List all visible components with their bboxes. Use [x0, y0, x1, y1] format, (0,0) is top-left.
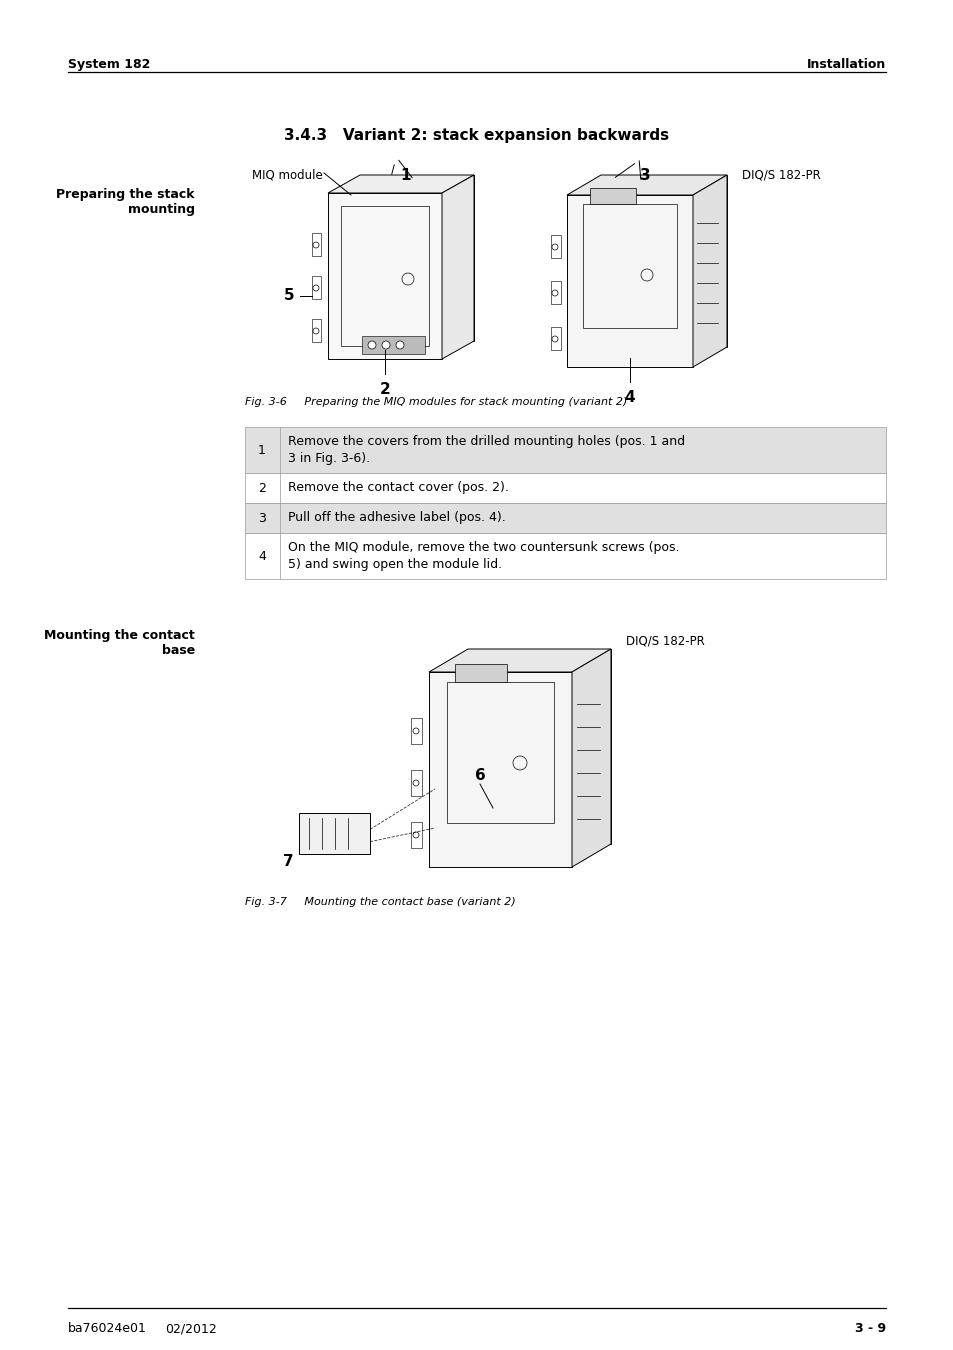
Polygon shape: [572, 649, 610, 867]
Polygon shape: [359, 176, 474, 342]
Text: Installation: Installation: [806, 58, 885, 72]
Text: ba76024e01: ba76024e01: [68, 1322, 147, 1335]
Text: Mounting the contact: Mounting the contact: [44, 629, 194, 643]
Bar: [312, 234, 320, 256]
Polygon shape: [600, 176, 726, 347]
Text: System 182: System 182: [68, 58, 151, 72]
Text: MIQ module: MIQ module: [252, 167, 323, 181]
Text: 5: 5: [283, 289, 294, 304]
Text: Fig. 3-6     Preparing the MIQ modules for stack mounting (variant 2): Fig. 3-6 Preparing the MIQ modules for s…: [245, 397, 627, 406]
Text: 3: 3: [258, 512, 266, 525]
Text: 3 - 9: 3 - 9: [854, 1322, 885, 1335]
Circle shape: [368, 342, 375, 350]
Text: base: base: [162, 644, 194, 657]
Bar: [312, 275, 320, 298]
Text: 6: 6: [475, 768, 485, 783]
Polygon shape: [429, 672, 572, 867]
Bar: [312, 319, 320, 342]
Text: 4: 4: [624, 390, 635, 405]
Text: DIQ/S 182-PR: DIQ/S 182-PR: [741, 167, 820, 181]
Text: 3.4.3   Variant 2: stack expansion backwards: 3.4.3 Variant 2: stack expansion backwar…: [284, 128, 669, 143]
Bar: [551, 281, 560, 304]
Polygon shape: [429, 649, 610, 672]
Text: mounting: mounting: [128, 202, 194, 216]
Bar: [298, 813, 370, 855]
Text: 1: 1: [399, 167, 410, 184]
Text: 2: 2: [258, 482, 266, 494]
Bar: [340, 207, 429, 346]
Bar: [411, 822, 421, 848]
Bar: [551, 327, 560, 350]
Bar: [589, 188, 636, 204]
Text: On the MIQ module, remove the two countersunk screws (pos.
5) and swing open the: On the MIQ module, remove the two counte…: [288, 541, 679, 571]
Bar: [582, 204, 677, 328]
Polygon shape: [566, 194, 692, 367]
Text: 2: 2: [379, 382, 390, 397]
Bar: [245, 504, 885, 533]
Bar: [455, 664, 506, 682]
Polygon shape: [692, 176, 726, 367]
Text: 3: 3: [639, 167, 650, 184]
Text: Pull off the adhesive label (pos. 4).: Pull off the adhesive label (pos. 4).: [288, 512, 505, 525]
Text: 02/2012: 02/2012: [165, 1322, 216, 1335]
Bar: [361, 336, 424, 354]
Text: 1: 1: [258, 444, 266, 456]
Bar: [411, 769, 421, 796]
Text: Remove the contact cover (pos. 2).: Remove the contact cover (pos. 2).: [288, 482, 508, 494]
Text: 7: 7: [283, 855, 294, 869]
Bar: [447, 682, 554, 824]
Circle shape: [395, 342, 403, 350]
Bar: [411, 718, 421, 744]
Text: 4: 4: [258, 549, 266, 563]
Polygon shape: [328, 193, 441, 359]
Bar: [551, 235, 560, 258]
Polygon shape: [468, 649, 610, 844]
Polygon shape: [566, 176, 726, 194]
Polygon shape: [441, 176, 474, 359]
Polygon shape: [328, 176, 474, 193]
Circle shape: [381, 342, 390, 350]
Bar: [245, 427, 885, 472]
Bar: [245, 533, 885, 579]
Bar: [245, 472, 885, 504]
Text: Remove the covers from the drilled mounting holes (pos. 1 and
3 in Fig. 3-6).: Remove the covers from the drilled mount…: [288, 435, 684, 464]
Text: Preparing the stack: Preparing the stack: [56, 188, 194, 201]
Text: DIQ/S 182-PR: DIQ/S 182-PR: [625, 634, 704, 647]
Text: Fig. 3-7     Mounting the contact base (variant 2): Fig. 3-7 Mounting the contact base (vari…: [245, 896, 516, 907]
